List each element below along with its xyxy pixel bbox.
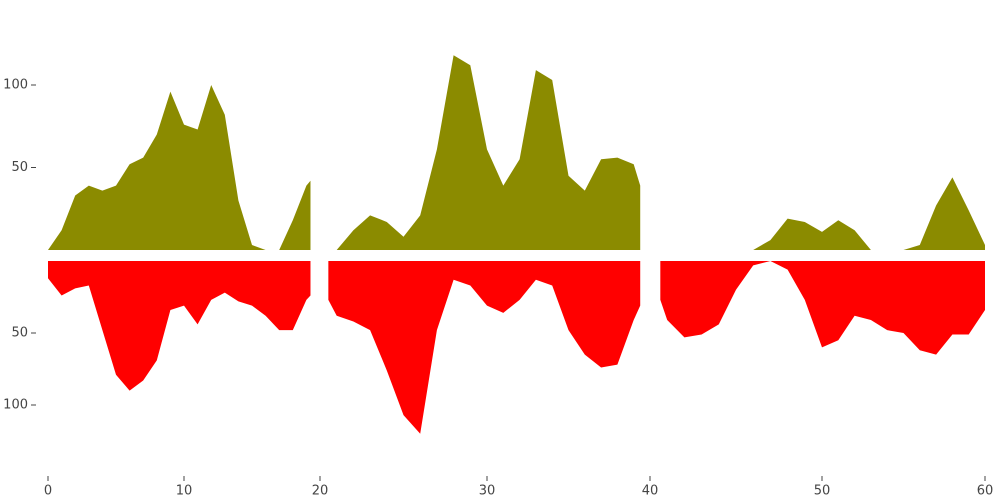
y-tick-label: 50 <box>11 160 28 175</box>
area <box>48 261 985 434</box>
x-tick-label: 50 <box>814 484 831 499</box>
x-tick-label: 60 <box>977 484 994 499</box>
x-tick-label: 20 <box>312 484 329 499</box>
x-tick-label: 10 <box>176 484 193 499</box>
x-tick-label: 0 <box>44 484 52 499</box>
area <box>48 55 985 250</box>
x-tick-label: 40 <box>642 484 659 499</box>
y-tick-label: 100 <box>3 78 28 93</box>
y-tick-label: 50 <box>11 326 28 341</box>
y-tick-label: 100 <box>3 398 28 413</box>
x-tick-label: 30 <box>479 484 496 499</box>
